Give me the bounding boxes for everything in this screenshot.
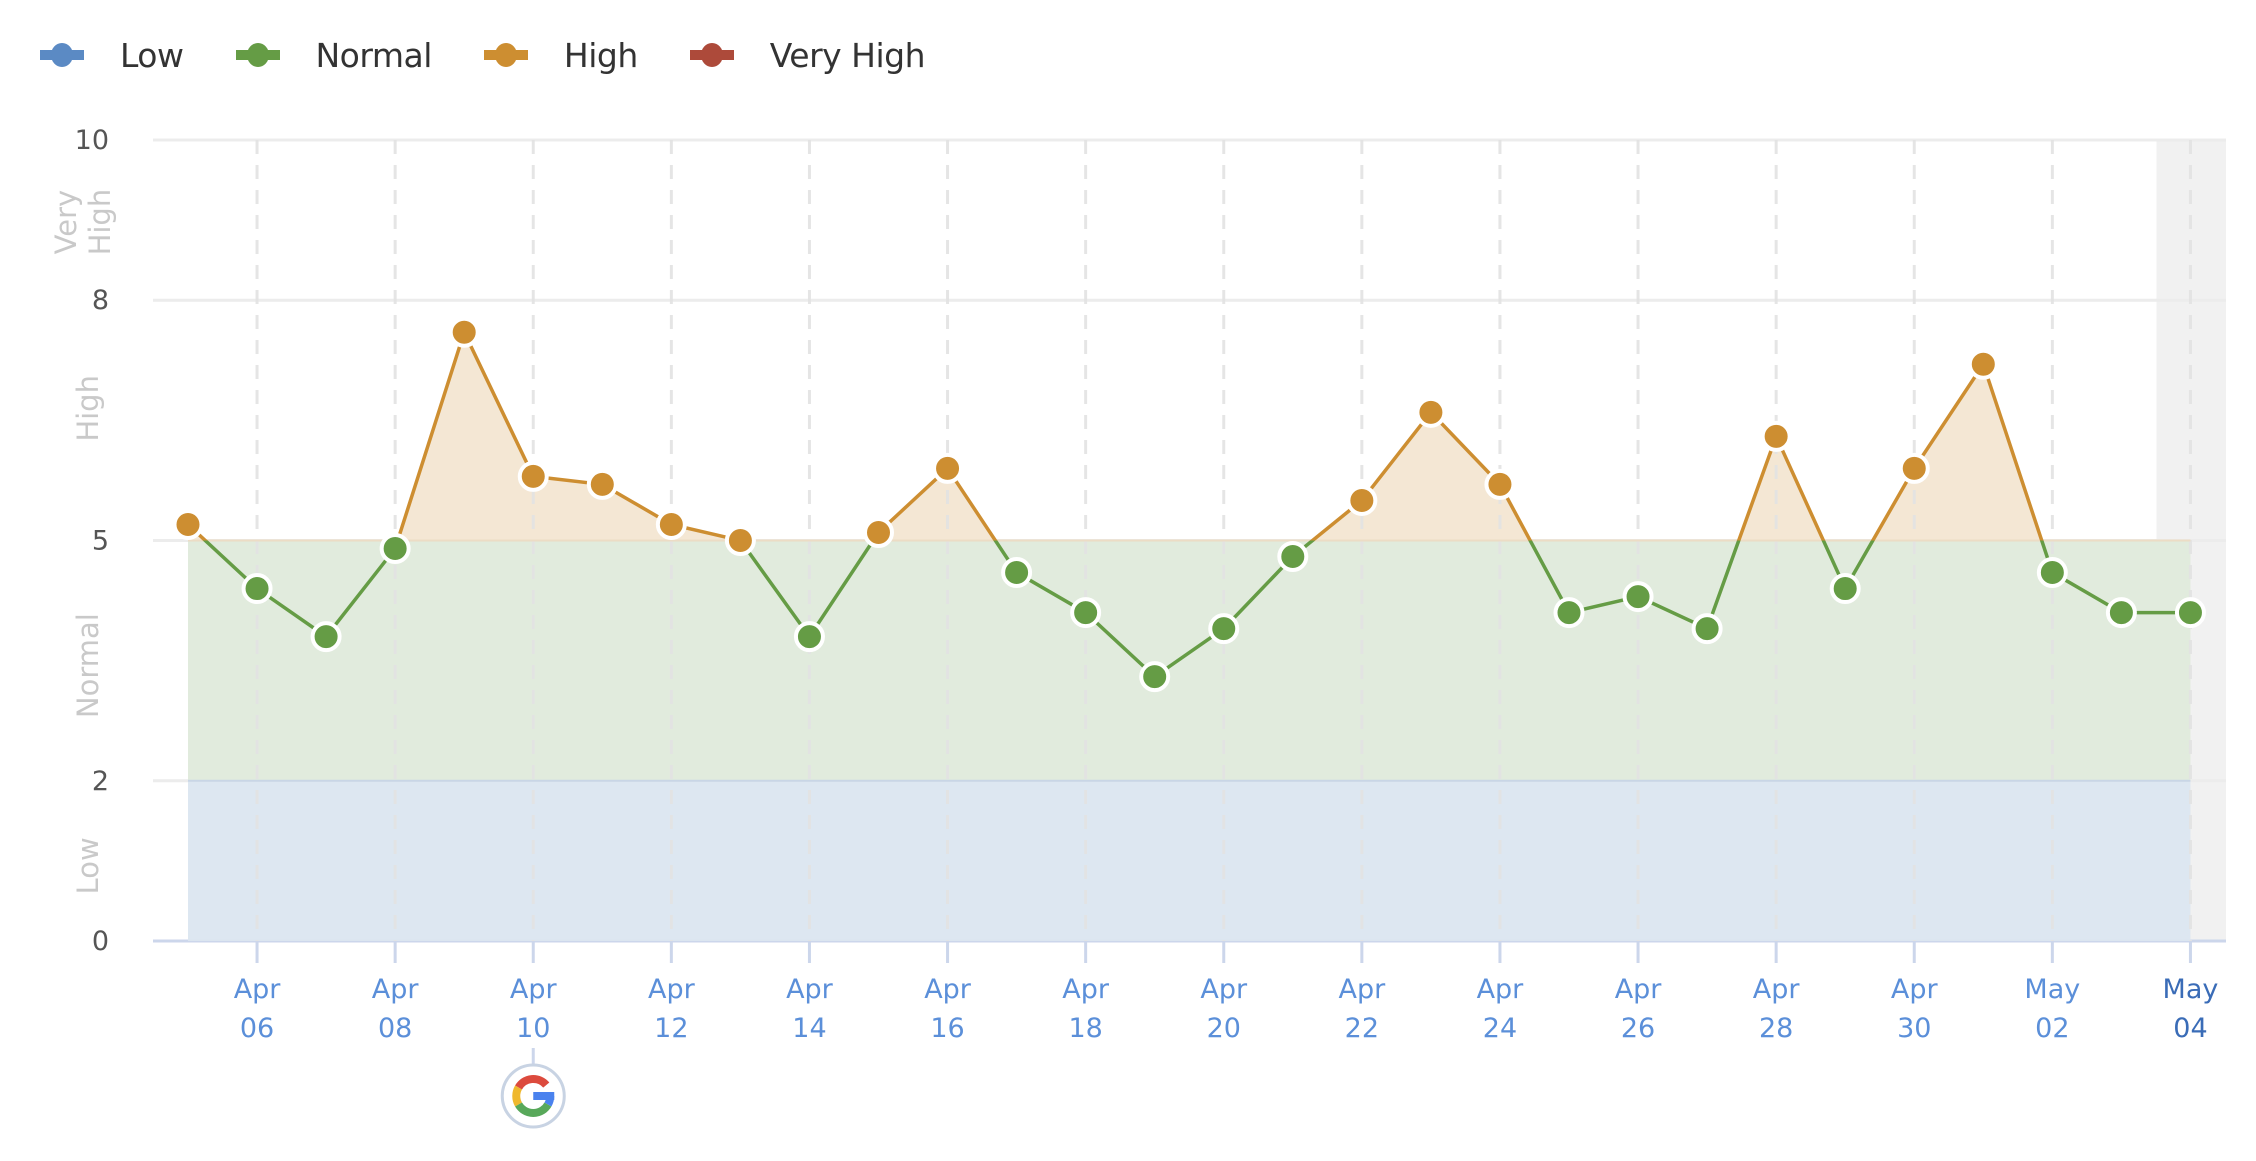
y-tick-label: 10: [75, 125, 109, 156]
x-tick-label-day: 16: [930, 1013, 964, 1044]
google-update-marker[interactable]: [500, 1048, 566, 1129]
x-tick-label-day: 30: [1897, 1013, 1931, 1044]
x-tick-label-month: Apr: [924, 974, 972, 1005]
band-label-text: High: [71, 375, 105, 442]
y-tick-label: 2: [92, 766, 109, 797]
legend-item-high[interactable]: High: [483, 35, 638, 75]
band-label-text: Low: [71, 837, 105, 894]
chart-legend: Low Normal High Very High: [40, 26, 977, 84]
legend-marker-icon: [235, 43, 280, 67]
data-point[interactable]: [1760, 420, 1792, 452]
x-tick-label-day: 28: [1759, 1013, 1793, 1044]
data-point[interactable]: [172, 508, 204, 540]
band-label-text: Very: [49, 190, 83, 255]
data-point[interactable]: [793, 621, 825, 653]
band-label-text: High: [83, 189, 117, 256]
y-tick-label: 5: [92, 526, 109, 557]
data-point[interactable]: [2036, 557, 2068, 589]
band-label-text: Normal: [71, 613, 105, 718]
x-tick-label-day: 20: [1207, 1013, 1241, 1044]
x-tick-label-month: Apr: [1477, 974, 1525, 1005]
legend-label: High: [563, 35, 638, 75]
x-tick-label-month: Apr: [1891, 974, 1939, 1005]
data-point[interactable]: [586, 468, 618, 500]
legend-item-normal[interactable]: Normal: [235, 35, 433, 75]
data-point[interactable]: [932, 452, 964, 484]
data-point[interactable]: [1277, 541, 1309, 573]
x-tick-label-day: 10: [516, 1013, 550, 1044]
data-point[interactable]: [1001, 557, 1033, 589]
data-point[interactable]: [1070, 597, 1102, 629]
band-label: Normal: [71, 613, 105, 718]
google-g-icon: [512, 1075, 555, 1117]
data-point[interactable]: [1553, 597, 1585, 629]
data-point[interactable]: [1829, 573, 1861, 605]
x-tick-label-day: 08: [378, 1013, 412, 1044]
x-tick-label-month: Apr: [1615, 974, 1663, 1005]
legend-label: Very High: [769, 35, 926, 75]
band-label: Low: [71, 837, 105, 894]
data-point[interactable]: [1484, 468, 1516, 500]
data-point[interactable]: [1967, 348, 1999, 380]
legend-label: Normal: [315, 35, 433, 75]
x-tick-label-month: Apr: [786, 974, 834, 1005]
x-tick-label-day: 26: [1621, 1013, 1655, 1044]
data-point[interactable]: [863, 516, 894, 548]
x-tick-label-day: 18: [1068, 1013, 1102, 1044]
data-point[interactable]: [517, 460, 549, 492]
legend-item-very-high[interactable]: Very High: [689, 35, 926, 75]
legend-label: Low: [120, 35, 184, 75]
x-tick-label-month: Apr: [234, 974, 282, 1005]
data-point[interactable]: [448, 316, 480, 348]
x-tick-label-day: 06: [240, 1013, 274, 1044]
x-tick-label-day: 22: [1345, 1013, 1379, 1044]
legend-marker-icon: [689, 43, 734, 67]
band-normal: [188, 540, 2191, 781]
data-point[interactable]: [1208, 613, 1240, 645]
x-tick-label-month: Apr: [1062, 974, 1110, 1005]
data-point[interactable]: [241, 573, 273, 605]
x-tick-label-month: Apr: [1200, 974, 1248, 1005]
x-tick-label-day: 24: [1483, 1013, 1517, 1044]
data-point[interactable]: [1691, 613, 1723, 645]
data-point[interactable]: [2105, 597, 2137, 629]
data-point[interactable]: [2174, 597, 2206, 629]
area-high: [188, 332, 2191, 541]
data-point[interactable]: [1622, 581, 1654, 613]
data-point[interactable]: [1139, 661, 1171, 693]
data-point[interactable]: [310, 621, 342, 653]
y-tick-label: 0: [92, 926, 109, 957]
x-tick-label-month: Apr: [648, 974, 696, 1005]
x-tick-label-month: Apr: [510, 974, 558, 1005]
legend-marker-icon: [40, 43, 84, 67]
series-line-high: [186, 327, 2044, 541]
x-tick-label-day: 14: [792, 1013, 826, 1044]
x-tick-label-day: 02: [2035, 1013, 2069, 1044]
data-point[interactable]: [1898, 452, 1930, 484]
legend-marker-icon: [483, 43, 528, 67]
data-point[interactable]: [1415, 396, 1447, 428]
x-tick-label-day: 04: [2173, 1013, 2207, 1044]
x-tick-label-month: Apr: [1753, 974, 1801, 1005]
legend-item-low[interactable]: Low: [40, 36, 184, 75]
x-tick-label-month: May: [2163, 974, 2219, 1005]
data-point[interactable]: [724, 525, 756, 556]
band-low: [188, 780, 2191, 941]
x-tick-label-day: 12: [654, 1013, 688, 1044]
series-line-normal: [202, 540, 2191, 679]
band-label: High: [71, 375, 105, 442]
data-point[interactable]: [379, 533, 411, 565]
data-point[interactable]: [655, 508, 687, 540]
x-tick-label-month: Apr: [372, 974, 420, 1005]
x-tick-label-month: Apr: [1338, 974, 1386, 1005]
band-label: Very High: [49, 189, 117, 256]
data-point[interactable]: [1346, 484, 1378, 516]
y-tick-label: 8: [92, 285, 109, 316]
x-tick-label-month: May: [2024, 974, 2080, 1005]
